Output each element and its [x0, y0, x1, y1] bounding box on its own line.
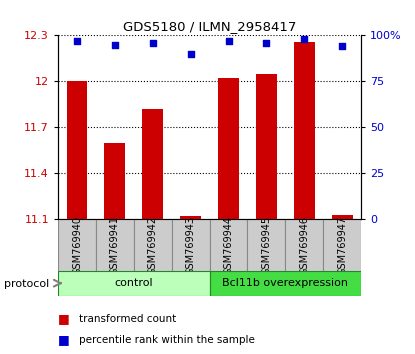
Text: GSM769940: GSM769940	[72, 216, 82, 275]
Title: GDS5180 / ILMN_2958417: GDS5180 / ILMN_2958417	[123, 20, 296, 33]
Text: GSM769947: GSM769947	[337, 216, 347, 275]
Point	[187, 51, 194, 57]
Text: GSM769941: GSM769941	[110, 216, 120, 275]
Bar	[180, 216, 201, 219]
Bar	[142, 109, 163, 219]
Point	[74, 38, 81, 44]
Text: transformed count: transformed count	[79, 314, 176, 324]
Bar	[210, 271, 361, 296]
Text: percentile rank within the sample: percentile rank within the sample	[79, 335, 255, 345]
Bar	[286, 219, 323, 271]
Bar	[323, 219, 361, 271]
Point	[149, 40, 156, 46]
Point	[112, 42, 118, 47]
Text: GSM769943: GSM769943	[186, 216, 195, 275]
Bar	[218, 78, 239, 219]
Point	[225, 38, 232, 44]
Text: ■: ■	[58, 333, 70, 346]
Text: Bcl11b overexpression: Bcl11b overexpression	[222, 278, 348, 288]
Bar	[67, 81, 88, 219]
Bar	[256, 74, 277, 219]
Text: protocol: protocol	[4, 279, 49, 289]
Bar	[294, 41, 315, 219]
Bar	[134, 219, 172, 271]
Text: GSM769945: GSM769945	[261, 216, 271, 275]
Bar	[105, 143, 125, 219]
Text: ■: ■	[58, 312, 70, 325]
Text: GSM769946: GSM769946	[299, 216, 309, 275]
Bar	[96, 219, 134, 271]
Bar	[247, 219, 285, 271]
Bar	[58, 271, 210, 296]
Text: GSM769944: GSM769944	[224, 216, 234, 275]
Text: control: control	[115, 278, 153, 288]
Text: GSM769942: GSM769942	[148, 216, 158, 275]
Bar	[58, 219, 96, 271]
Point	[301, 36, 308, 42]
Point	[263, 40, 270, 46]
Bar	[210, 219, 247, 271]
Bar	[172, 219, 210, 271]
Point	[339, 44, 345, 49]
Bar	[332, 215, 352, 219]
